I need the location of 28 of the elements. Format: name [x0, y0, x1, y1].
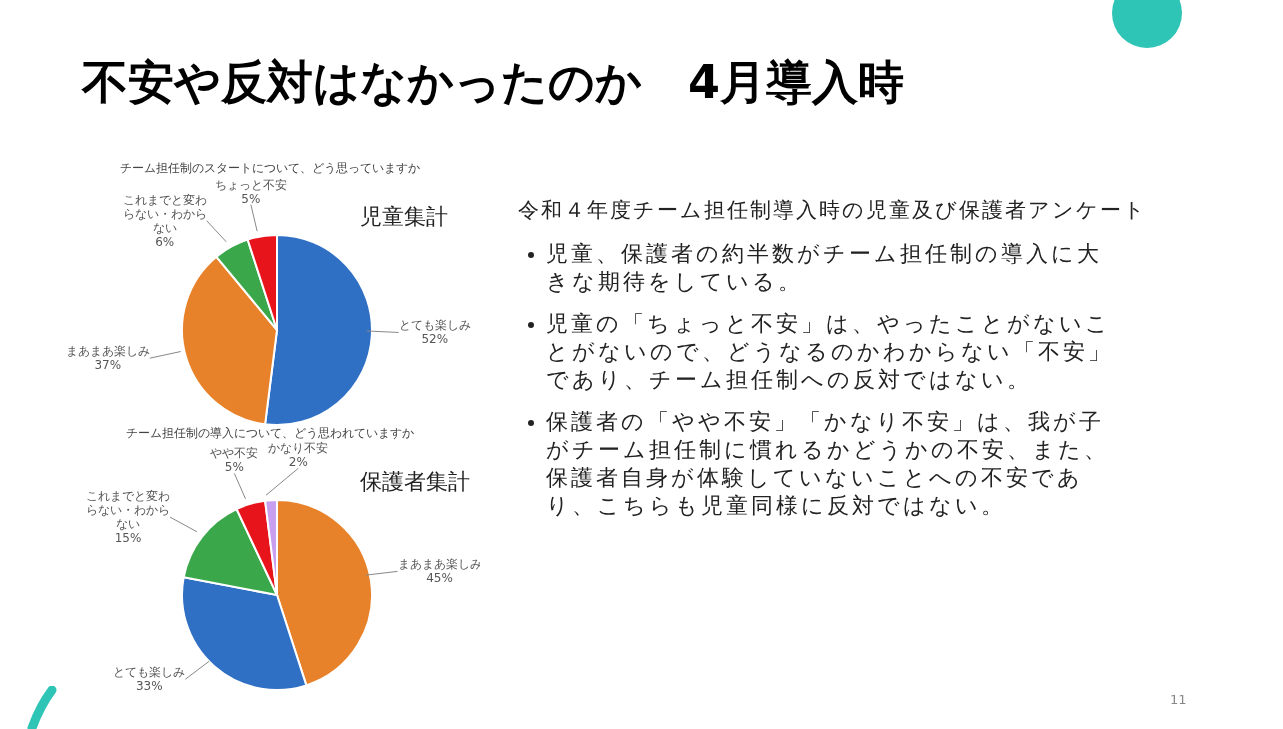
slice-label: ちょっと不安	[214, 177, 287, 192]
data-label: 6%	[155, 234, 175, 249]
chart-title: チーム担任制のスタートについて、どう思っていますか	[119, 160, 421, 177]
data-label: 2%	[288, 455, 308, 470]
slice-label: これまでと変わらない・わからない	[85, 489, 170, 532]
text: 児童の「ちょっと不安」は、やったことがないことがないので、どうなるのかわからない「不安」であり、チーム担任制への反対ではない。	[546, 310, 1114, 394]
slice-label: やや不安	[210, 446, 259, 461]
text: 保護者の「やや不安」「かなり不安」は、我が子がチーム担任制に慣れるかどうかの不安、また、保護者自身が体験していないことへの不安であり、こちらも児童同様に反対ではない。	[546, 408, 1110, 520]
text: 児童集計	[360, 203, 448, 231]
text: 児童、保護者の約半数がチーム担任制の導入に大きな期待をしている。	[546, 240, 1103, 296]
data-label: 52%	[421, 332, 449, 347]
data-label: 5%	[241, 191, 261, 206]
data-label: 15%	[114, 531, 142, 546]
text: 令和４年度チーム担任制導入時の児童及び保護者アンケート	[518, 197, 1147, 224]
data-label: 45%	[426, 571, 453, 586]
data-label: 5%	[224, 460, 244, 475]
text: 不安や反対はなかったのか 4月導入時	[82, 54, 905, 111]
slice-label: まあまあ楽しみ	[65, 344, 150, 359]
text: 11	[1170, 692, 1187, 707]
slice-label: これまでと変わらない・わからない	[122, 192, 207, 235]
slice-label: とても楽しみ	[113, 665, 186, 680]
text: 保護者集計	[360, 468, 470, 496]
chart-title: チーム担任制の導入について、どう思われていますか	[125, 425, 415, 442]
data-label: 33%	[135, 679, 163, 694]
slice-label: まあまあ楽しみ	[397, 557, 482, 572]
slice-label: かなり不安	[268, 441, 329, 456]
slice-label: とても楽しみ	[398, 318, 471, 333]
data-label: 37%	[94, 358, 122, 373]
